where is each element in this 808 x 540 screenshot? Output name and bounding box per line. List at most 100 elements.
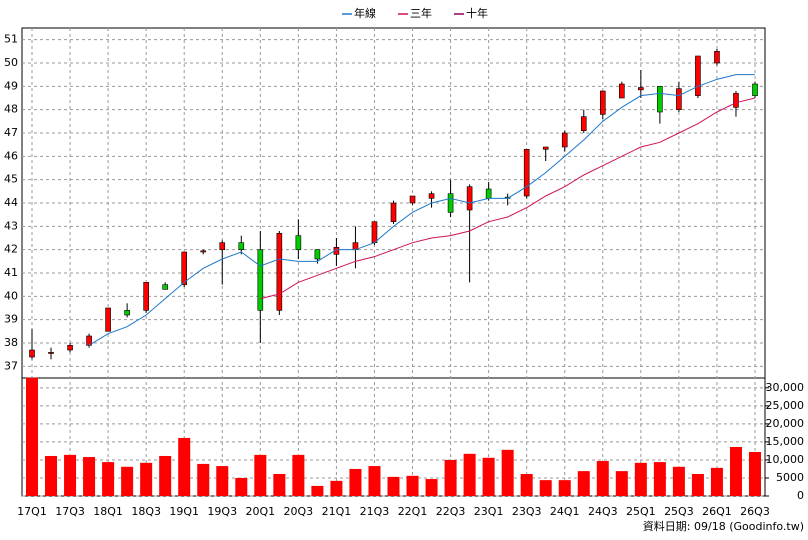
candle-body [219, 242, 226, 250]
volume-bar [330, 480, 343, 496]
y-tick-label: 0 [797, 489, 804, 502]
volume-bar [45, 455, 58, 496]
x-tick-label: 24Q3 [588, 505, 618, 518]
volume-bar [729, 446, 742, 496]
volume-bar [140, 462, 153, 496]
volume-bar [102, 462, 115, 496]
volume-bar [26, 377, 38, 496]
candle-body [580, 116, 587, 131]
volume-bar [615, 471, 628, 496]
volume-bar [577, 471, 590, 496]
candle-body [124, 310, 130, 316]
candle-body [447, 193, 454, 213]
y-tick-label: 15,000 [766, 435, 805, 448]
y-tick-label: 49 [4, 79, 18, 92]
volume-bar [749, 452, 761, 496]
volume-bar [121, 466, 134, 496]
candle-body [428, 193, 435, 199]
candle-body [561, 132, 568, 148]
y-tick-label: 41 [4, 266, 18, 279]
volume-bar [406, 475, 419, 496]
x-tick-label: 18Q3 [131, 505, 161, 518]
candle-body [695, 55, 701, 96]
y-tick-label: 10,000 [766, 453, 805, 466]
candle-body [105, 307, 111, 332]
y-tick-label: 51 [4, 33, 18, 46]
x-tick-label: 19Q3 [207, 505, 237, 518]
y-tick-label: 47 [4, 126, 18, 139]
candle-body [409, 195, 416, 204]
candle-body [676, 88, 682, 110]
volume-bar [387, 476, 400, 496]
y-tick-label: 39 [4, 313, 18, 326]
y-tick-label: 42 [4, 243, 18, 256]
volume-bar [235, 477, 248, 496]
y-tick-label: 48 [4, 103, 18, 116]
x-tick-label: 23Q3 [512, 505, 542, 518]
y-tick-label: 20,000 [766, 417, 805, 430]
volume-bar [539, 480, 552, 496]
legend-label: 十年 [466, 6, 488, 20]
x-tick-label: 17Q3 [55, 505, 85, 518]
legend-label: 三年 [410, 6, 432, 20]
volume-bar [691, 474, 704, 496]
x-tick-label: 17Q1 [17, 505, 47, 518]
candle-body [485, 188, 492, 199]
volume-bar [672, 466, 685, 496]
candle-body [638, 87, 644, 91]
candle-body [390, 202, 397, 222]
volume-bar [596, 461, 609, 496]
candle-body [162, 284, 168, 290]
x-tick-label: 23Q1 [474, 505, 504, 518]
volume-bar [482, 457, 495, 496]
volume-bar [710, 467, 723, 496]
volume-bar [520, 474, 533, 496]
volume-bar [653, 462, 666, 496]
x-tick-label: 26Q1 [702, 505, 732, 518]
candle-body [752, 83, 758, 96]
volume-bar [178, 437, 191, 496]
x-tick-label: 25Q3 [664, 505, 694, 518]
volume-bar [254, 454, 267, 496]
y-tick-label: 5000 [776, 471, 804, 484]
x-tick-label: 22Q1 [398, 505, 428, 518]
candle-body [257, 249, 264, 311]
candle-body [599, 90, 606, 115]
line-series [88, 74, 755, 346]
legend-label: 年線 [354, 6, 376, 20]
candle-body [295, 235, 302, 250]
y-tick-label: 44 [4, 196, 18, 209]
candle-body [371, 221, 378, 243]
x-tick-label: 22Q3 [436, 505, 466, 518]
line-series [260, 97, 756, 300]
candle-body [200, 250, 207, 253]
volume-bar [463, 453, 476, 496]
volume-bar [159, 455, 172, 496]
volume-bar [368, 466, 381, 496]
candle-body [714, 51, 720, 64]
candle-body [67, 345, 73, 351]
candle-body [523, 149, 530, 197]
x-tick-label: 20Q1 [245, 505, 275, 518]
candle-body [542, 146, 549, 150]
y-tick-label: 38 [4, 336, 18, 349]
candle-body [619, 83, 625, 99]
y-tick-label: 30,000 [766, 381, 805, 394]
candle-body [48, 352, 54, 354]
volume-bar [64, 454, 77, 496]
volume-bar [292, 454, 305, 496]
volume-bar [349, 468, 362, 496]
x-tick-label: 20Q3 [284, 505, 314, 518]
y-tick-label: 50 [4, 56, 18, 69]
candle-body [657, 86, 663, 113]
volume-bar [197, 463, 210, 496]
candle-body [466, 186, 473, 211]
x-tick-label: 25Q1 [626, 505, 656, 518]
volume-bar [634, 462, 647, 496]
y-tick-label: 43 [4, 219, 18, 232]
x-tick-label: 24Q1 [550, 505, 580, 518]
y-tick-label: 37 [4, 359, 18, 372]
volume-bar [273, 474, 286, 496]
volume-bar [501, 449, 514, 496]
